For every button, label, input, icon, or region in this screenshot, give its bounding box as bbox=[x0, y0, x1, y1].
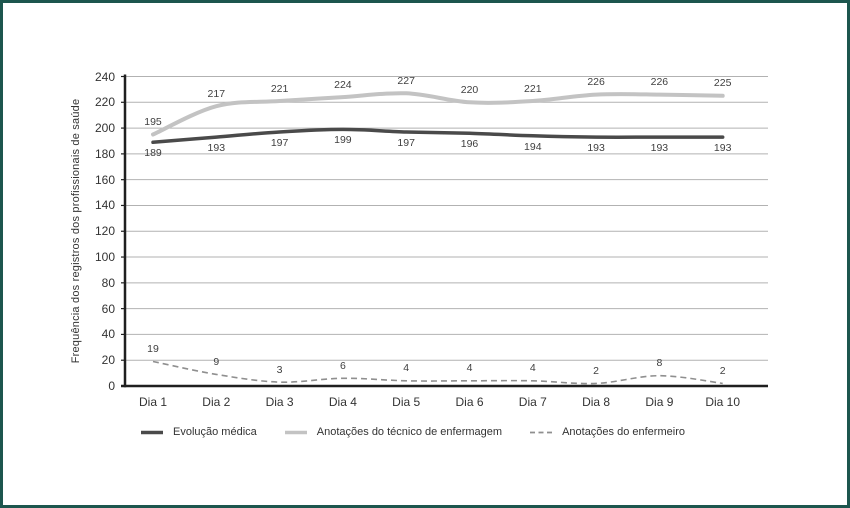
data-label: 193 bbox=[650, 142, 669, 155]
data-label: 4 bbox=[466, 362, 473, 375]
data-label: 2 bbox=[719, 364, 726, 377]
x-axis-label: Dia 7 bbox=[518, 395, 547, 409]
y-tick-label: 160 bbox=[94, 172, 115, 187]
x-axis-label: Dia 6 bbox=[455, 395, 484, 409]
data-label: 197 bbox=[270, 136, 289, 149]
data-label: 226 bbox=[587, 76, 605, 89]
x-axis-label: Dia 5 bbox=[392, 395, 421, 409]
series-line-0 bbox=[151, 127, 725, 145]
data-label: 193 bbox=[207, 142, 226, 155]
data-label: 221 bbox=[270, 82, 289, 95]
legend-item: Anotações do técnico de enfermagem bbox=[284, 425, 502, 439]
legend-item: Anotações do enfermeiro bbox=[529, 425, 685, 439]
data-label: 193 bbox=[713, 142, 732, 155]
data-label: 193 bbox=[587, 142, 605, 155]
y-tick-label: 140 bbox=[94, 198, 115, 213]
legend-label: Evolução médica bbox=[173, 426, 257, 438]
x-axis-label: Dia 10 bbox=[705, 395, 741, 409]
x-axis-label: Dia 2 bbox=[202, 395, 231, 409]
data-label: 224 bbox=[334, 78, 352, 91]
legend: Evolução médica Anotações do técnico de e… bbox=[140, 424, 685, 440]
legend-item: Evolução médica bbox=[140, 425, 257, 439]
y-tick-label: 120 bbox=[94, 224, 115, 239]
y-tick-label: 200 bbox=[94, 121, 115, 136]
y-tick-label: 40 bbox=[101, 327, 115, 342]
series-line-2 bbox=[152, 360, 723, 385]
x-axis-label: Dia 4 bbox=[328, 395, 357, 409]
data-label: 227 bbox=[397, 74, 415, 87]
y-tick-label: 80 bbox=[101, 275, 115, 290]
data-label: 3 bbox=[276, 363, 283, 376]
y-tick-label: 0 bbox=[108, 379, 115, 393]
data-label: 2 bbox=[593, 364, 600, 377]
legend-swatch-icon bbox=[141, 430, 163, 435]
y-tick-label: 60 bbox=[101, 301, 115, 316]
data-label: 196 bbox=[460, 138, 479, 151]
data-label: 225 bbox=[713, 77, 732, 90]
y-tick-label: 240 bbox=[94, 69, 115, 84]
y-tick-label: 20 bbox=[101, 353, 115, 368]
y-tick-label: 220 bbox=[94, 95, 115, 110]
x-axis-label: Dia 9 bbox=[645, 395, 674, 409]
legend-swatch-icon bbox=[284, 430, 307, 435]
legend-label: Anotações do enfermeiro bbox=[562, 426, 685, 438]
data-label: 194 bbox=[524, 140, 542, 153]
data-label: 6 bbox=[339, 359, 346, 372]
data-label: 221 bbox=[524, 82, 542, 95]
data-label: 226 bbox=[650, 76, 669, 89]
data-label: 4 bbox=[403, 362, 410, 375]
x-axis-label: Dia 1 bbox=[138, 395, 168, 409]
data-label: 199 bbox=[334, 134, 352, 147]
data-label: 197 bbox=[397, 136, 415, 149]
data-label: 19 bbox=[147, 342, 159, 355]
data-label: 4 bbox=[529, 362, 536, 375]
data-label: 189 bbox=[144, 147, 162, 160]
data-label: 8 bbox=[656, 357, 663, 370]
series-line-1 bbox=[151, 91, 725, 137]
y-tick-label: 100 bbox=[94, 250, 115, 265]
data-label: 195 bbox=[144, 116, 162, 129]
plot-area bbox=[121, 74, 768, 388]
data-label: 217 bbox=[207, 87, 226, 100]
legend-label: Anotações do técnico de enfermagem bbox=[316, 426, 503, 438]
y-tick-label: 180 bbox=[94, 146, 115, 161]
data-label: 220 bbox=[460, 83, 479, 96]
legend-swatch-icon bbox=[530, 431, 553, 434]
data-label: 9 bbox=[213, 355, 220, 368]
x-axis-label: Dia 3 bbox=[265, 395, 294, 409]
x-axis-label: Dia 8 bbox=[582, 395, 611, 409]
